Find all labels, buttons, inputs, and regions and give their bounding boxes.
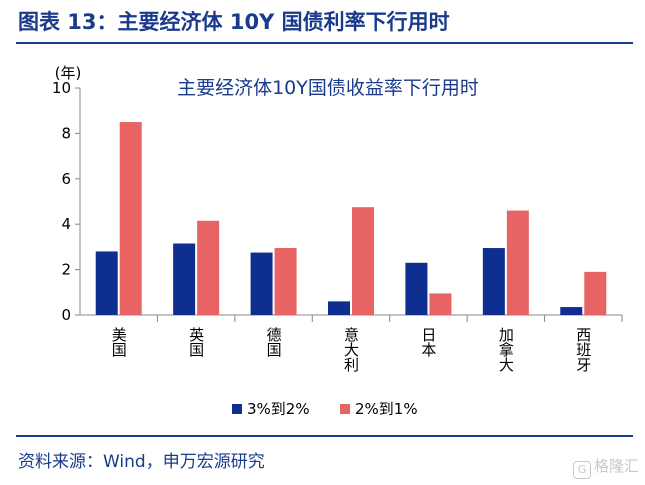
bar-series1 (405, 262, 428, 315)
legend-label: 3%到2% (247, 400, 310, 418)
bar-series1 (173, 243, 196, 315)
watermark: G 格隆汇 (572, 455, 639, 479)
y-tick-label: 4 (61, 215, 71, 233)
legend-swatch (340, 404, 350, 414)
top-divider (16, 42, 633, 44)
watermark-logo-icon: G (572, 461, 591, 479)
bar-series1 (250, 252, 273, 315)
bar-series2 (584, 271, 607, 315)
figure-title: 图表 13：主要经济体 10Y 国债利率下行用时 (18, 10, 450, 34)
source-note: 资料来源：Wind，申万宏源研究 (18, 452, 265, 472)
bar-series1 (95, 251, 118, 315)
x-category-label: 意大利 (342, 326, 360, 372)
bar-series1 (482, 248, 505, 315)
chart-title: 主要经济体10Y国债收益率下行用时 (177, 77, 479, 99)
bar-series2 (119, 122, 142, 315)
y-tick-label: 0 (61, 306, 71, 324)
x-category-label: 加拿大 (497, 327, 515, 372)
bar-series1 (560, 307, 583, 315)
bar-series1 (328, 301, 350, 315)
legend-swatch (232, 404, 242, 414)
y-tick-label: 2 (61, 261, 71, 279)
x-category-label: 日本 (419, 327, 437, 357)
y-tick-label: 8 (61, 124, 71, 142)
bar-series2 (506, 210, 529, 315)
bar-series2 (352, 207, 374, 315)
bottom-divider (16, 435, 633, 437)
watermark-text: 格隆汇 (593, 457, 639, 475)
x-category-label: 德国 (265, 326, 283, 357)
x-category-label: 美国 (110, 327, 128, 357)
y-tick-label: 6 (61, 170, 71, 188)
y-axis-unit-label: (年) (55, 64, 82, 82)
bar-series2 (429, 293, 452, 315)
bar-series2 (197, 220, 220, 315)
legend-label: 2%到1% (355, 400, 418, 418)
x-category-label: 英国 (187, 326, 205, 357)
x-category-label: 西班牙 (574, 327, 592, 373)
bar-chart: 主要经济体10Y国债收益率下行用时 (年) 0 2 4 6 8 10 美国 英国 德国 意大利 日本 加拿… (52, 64, 623, 418)
bar-series2 (274, 248, 297, 315)
y-tick-label: 10 (52, 79, 71, 97)
